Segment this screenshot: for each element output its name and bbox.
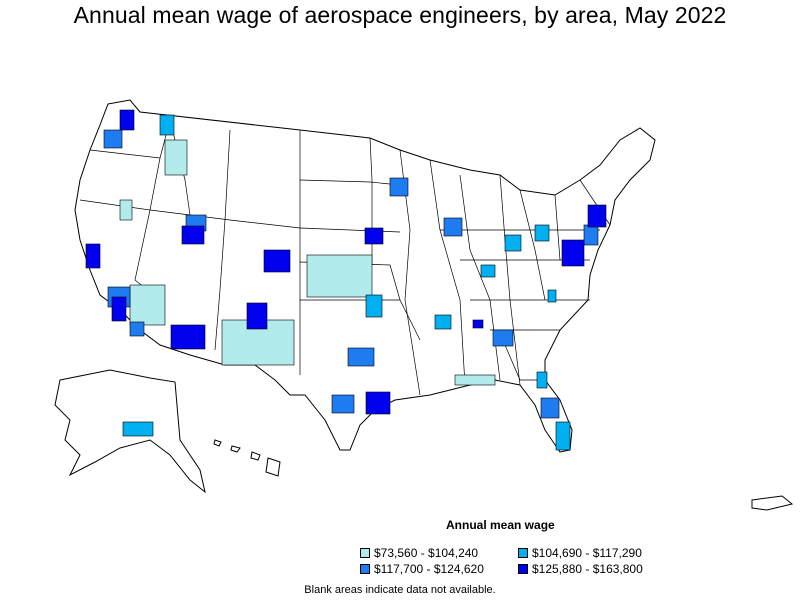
shaded-areas [85, 109, 607, 451]
area-tier-3 [492, 329, 514, 347]
legend-label: $125,880 - $163,800 [532, 562, 643, 576]
area-tier-4 [587, 204, 607, 228]
area-tier-3 [389, 177, 409, 197]
puerto-rico [751, 495, 794, 511]
area-tier-4 [364, 227, 384, 245]
footnote: Blank areas indicate data not available. [304, 584, 496, 596]
area-tier-1 [129, 284, 166, 326]
legend-item-tier-4: $125,880 - $163,800 [518, 562, 643, 576]
area-tier-2 [122, 421, 154, 437]
area-tier-3 [347, 347, 375, 367]
legend-item-tier-2: $104,690 - $117,290 [518, 546, 642, 560]
area-tier-3 [540, 397, 560, 419]
area-tier-3 [583, 224, 599, 246]
legend-swatch [518, 548, 528, 558]
area-tier-4 [111, 296, 127, 322]
area-tier-2 [504, 234, 522, 252]
legend-label: $117,700 - $124,620 [374, 562, 484, 576]
legend-swatch [360, 564, 370, 574]
map-title: Annual mean wage of aerospace engineers,… [73, 2, 727, 28]
legend-item-tier-1: $73,560 - $104,240 [360, 546, 478, 560]
area-tier-1 [454, 374, 496, 386]
area-tier-2 [534, 224, 550, 242]
area-tier-4 [181, 225, 205, 245]
area-tier-3 [129, 321, 145, 337]
area-tier-2 [536, 371, 548, 389]
area-tier-2 [547, 289, 557, 303]
legend-swatch [518, 564, 528, 574]
area-tier-4 [263, 249, 291, 273]
legend-item-tier-3: $117,700 - $124,620 [360, 562, 484, 576]
area-tier-2 [555, 421, 571, 451]
area-tier-2 [434, 314, 452, 330]
hawaii [213, 439, 281, 477]
legend-swatch [360, 548, 370, 558]
area-tier-3 [443, 217, 463, 237]
area-tier-2 [480, 264, 496, 278]
area-tier-4 [119, 109, 135, 131]
area-tier-4 [85, 243, 101, 269]
area-tier-4 [170, 324, 206, 350]
area-tier-4 [561, 239, 585, 267]
legend-label: $73,560 - $104,240 [374, 546, 479, 560]
area-tier-1 [306, 254, 373, 298]
legend-title: Annual mean wage [446, 518, 555, 532]
area-tier-4 [246, 302, 268, 330]
area-tier-2 [365, 294, 383, 318]
area-tier-1 [164, 139, 188, 176]
area-tier-4 [472, 319, 484, 329]
area-tier-4 [365, 391, 391, 415]
area-tier-1 [119, 199, 133, 221]
area-tier-3 [103, 129, 123, 149]
legend-label: $104,690 - $117,290 [532, 546, 642, 560]
area-tier-2 [159, 114, 175, 136]
area-tier-3 [331, 394, 355, 414]
